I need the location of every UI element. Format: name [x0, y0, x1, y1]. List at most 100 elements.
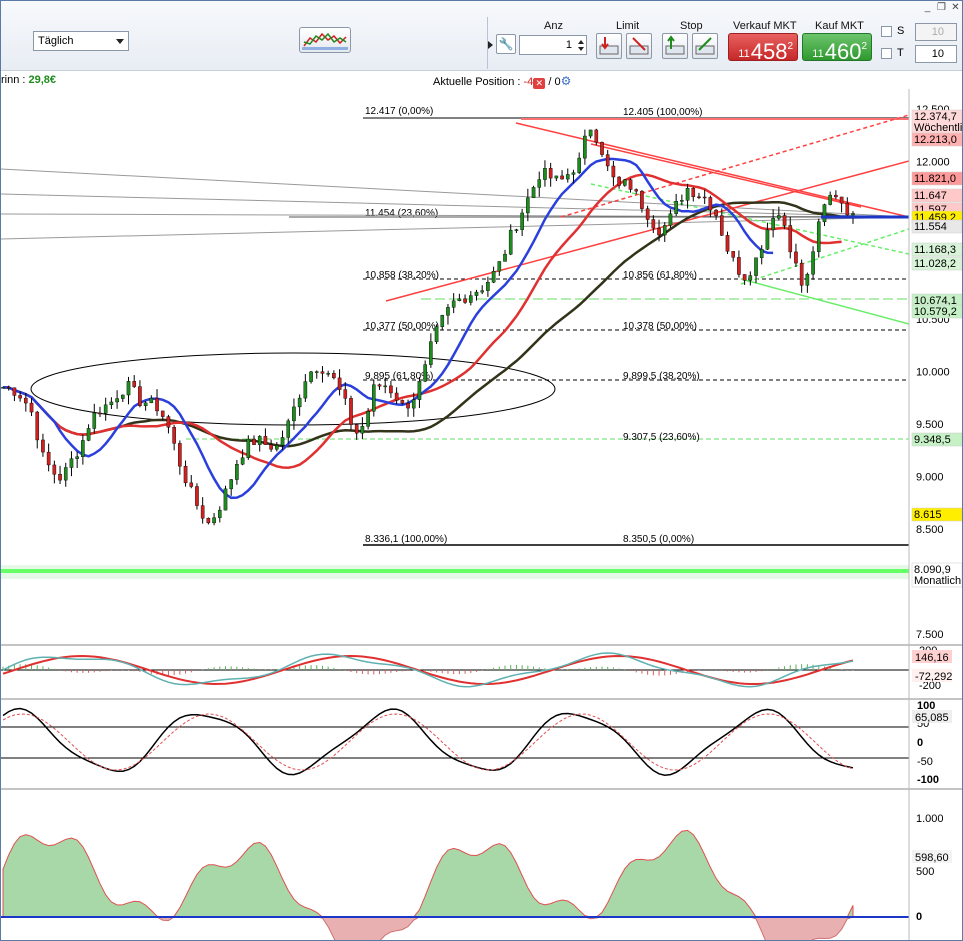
candle-body — [537, 179, 542, 188]
stoch-tick-m50: -50 — [917, 756, 933, 768]
window-controls: _ ❐ ✕ — [923, 2, 960, 13]
fib-label: 12.405 (100,00%) — [623, 107, 703, 118]
candle-body — [486, 282, 490, 291]
candle-body — [349, 398, 353, 425]
position-prefix: Aktuelle Position : — [433, 76, 524, 88]
stop-sell-button[interactable] — [692, 33, 718, 59]
moving-average-short — [2, 157, 774, 500]
expand-arrow-icon[interactable] — [488, 41, 493, 49]
candle-body — [400, 400, 405, 404]
t-value: 10 — [931, 48, 944, 60]
price-tag-sub: Monatlich — [914, 575, 961, 587]
candle-body — [41, 439, 45, 453]
candle-body — [845, 202, 850, 216]
candle-body — [834, 194, 838, 198]
price-tag-bg — [911, 562, 962, 588]
candlesticks — [1, 128, 855, 526]
candle-body — [577, 157, 581, 173]
close-position-icon[interactable]: ✕ — [533, 78, 546, 89]
candle-body — [617, 176, 621, 186]
s-value-input[interactable]: 10 — [915, 23, 957, 41]
candle-body — [565, 174, 570, 180]
stop-buy-button[interactable] — [662, 33, 688, 59]
candle-body — [29, 402, 34, 413]
candle-body — [782, 215, 787, 226]
restore-icon[interactable]: ❐ — [937, 2, 946, 13]
candle-body — [714, 209, 718, 216]
s-checkbox[interactable] — [881, 26, 892, 37]
sell-price-main: 458 — [750, 39, 788, 64]
close-icon[interactable]: ✕ — [951, 2, 960, 13]
sell-market-button[interactable]: 114582 — [728, 33, 798, 64]
candle-body — [497, 261, 502, 272]
period-select[interactable]: Täglich — [33, 31, 129, 51]
candle-body — [543, 168, 547, 180]
t-checkbox[interactable] — [881, 48, 892, 59]
candle-body — [680, 200, 684, 202]
price-tag: 11.821,0 — [914, 173, 956, 185]
candle-body — [674, 201, 678, 214]
vol-value: 598,60 — [915, 852, 949, 864]
candle-body — [143, 402, 148, 406]
stochastic-d-line — [2, 713, 854, 771]
price-tag-bg — [911, 219, 962, 234]
quantity-input[interactable]: 1 — [519, 35, 587, 55]
limit-sell-button[interactable] — [626, 33, 652, 59]
minimize-icon[interactable]: _ — [924, 2, 931, 13]
candle-body — [788, 225, 793, 253]
price-tag-bg — [911, 507, 962, 522]
price-tag-bg — [911, 242, 962, 257]
chart-area[interactable]: 12.417 (0,00%) 11.454 (23,60%) 10.858 (38,… — [1, 89, 963, 941]
position-label: Aktuelle Position : -4 ✕ / 0⚙ — [433, 74, 572, 89]
candle-body — [286, 420, 291, 438]
candle-body — [366, 411, 370, 427]
candle-body — [149, 398, 154, 404]
toolbar: _ ❐ ✕ Täglich 🔧 Anz 1 Limit Stop — [1, 1, 962, 71]
limit-label: Limit — [616, 20, 640, 32]
wrench-icon[interactable]: 🔧 — [496, 34, 516, 54]
candle-body — [257, 436, 262, 445]
candle-body — [103, 404, 108, 414]
moving-average-long — [2, 201, 842, 448]
chart-indicators-button[interactable] — [299, 27, 351, 53]
fib-label: 8.336,1 (100,00%) — [365, 534, 447, 545]
spin-down-icon[interactable] — [578, 47, 584, 51]
fib-label: 8.350,5 (0,00%) — [623, 534, 694, 545]
fib-label: 10.858 (38,20%) — [365, 270, 439, 281]
candle-body — [155, 398, 159, 412]
candle-body — [668, 213, 673, 226]
candle-body — [138, 386, 142, 406]
ellipse-drawing — [30, 352, 556, 426]
candle-body — [423, 364, 427, 382]
buy-market-button[interactable]: 114602 — [802, 33, 872, 64]
fib-label: 9.899,5 (38,20%) — [623, 371, 700, 382]
price-tag: 11.028,2 — [914, 258, 956, 270]
candle-body — [12, 387, 17, 396]
vol-tick-0: 0 — [916, 911, 922, 923]
candle-body — [178, 443, 182, 467]
buy-price-main: 460 — [824, 39, 862, 64]
candle-body — [58, 474, 62, 481]
gear-icon[interactable]: ⚙ — [560, 74, 572, 88]
macd-panel: 200 -200 146,16 -72,292 — [1, 644, 962, 692]
candle-body — [35, 411, 40, 441]
candle-body — [46, 451, 51, 466]
stop-buy-icon — [665, 35, 685, 55]
spin-up-icon[interactable] — [578, 40, 584, 44]
candle-body — [828, 194, 832, 205]
t-value-input[interactable]: 10 — [915, 45, 957, 63]
candle-body — [794, 251, 798, 264]
candle-body — [451, 300, 456, 308]
buy-label: Kauf MKT — [815, 20, 864, 32]
sell-price-sup: 2 — [787, 41, 793, 52]
macd-value-pos: 146,16 — [915, 652, 949, 664]
limit-buy-button[interactable] — [596, 33, 622, 59]
fib-label: 10.377 (50,00%) — [365, 321, 439, 332]
candle-body — [554, 175, 559, 179]
candle-body — [503, 253, 507, 262]
macd-line — [2, 652, 854, 688]
price-tag: 10.579,2 — [914, 306, 957, 318]
candle-body — [691, 187, 696, 198]
candle-body — [75, 456, 79, 459]
